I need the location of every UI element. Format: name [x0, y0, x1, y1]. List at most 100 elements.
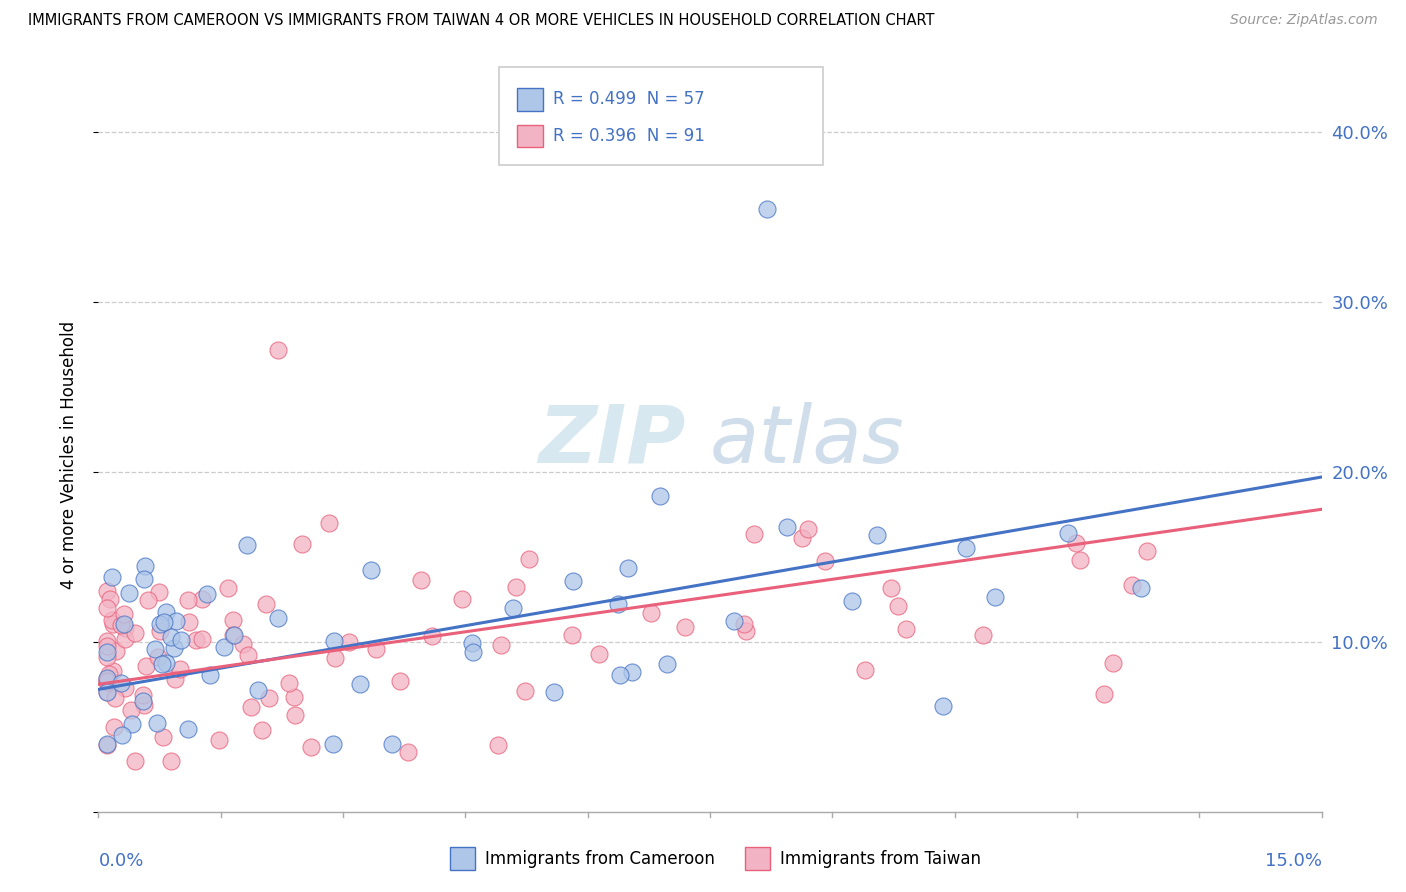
Point — [120, 702, 142, 716]
Point — [98, 592, 121, 607]
Point — [235, 538, 257, 552]
Point — [984, 590, 1007, 604]
Point — [224, 628, 246, 642]
Point — [322, 737, 344, 751]
Text: Immigrants from Taiwan: Immigrants from Taiwan — [780, 849, 981, 868]
Point — [502, 600, 524, 615]
Point — [96, 584, 118, 599]
Point — [291, 537, 314, 551]
Point — [198, 667, 221, 681]
Point — [1064, 536, 1087, 550]
Point — [1121, 578, 1143, 592]
Point — [1102, 657, 1125, 671]
Point — [648, 489, 671, 503]
Point — [381, 737, 404, 751]
Point — [640, 606, 662, 620]
Point — [165, 614, 187, 628]
Point — [609, 668, 631, 682]
Text: Source: ZipAtlas.com: Source: ZipAtlas.com — [1230, 13, 1378, 28]
Point — [121, 717, 143, 731]
Point — [360, 563, 382, 577]
Point — [621, 665, 644, 679]
Point — [513, 683, 536, 698]
Point — [267, 611, 290, 625]
Point — [606, 597, 628, 611]
Point — [257, 691, 280, 706]
Point — [388, 673, 411, 688]
Point — [735, 624, 758, 639]
Point — [486, 738, 509, 752]
Point — [112, 607, 135, 622]
Point — [177, 722, 200, 736]
Point — [217, 581, 239, 595]
Point — [153, 615, 176, 629]
Point — [420, 628, 443, 642]
Point — [114, 681, 136, 696]
Point — [110, 617, 132, 632]
Point — [451, 592, 474, 607]
Text: 0.0%: 0.0% — [98, 852, 143, 870]
Y-axis label: 4 or more Vehicles in Household: 4 or more Vehicles in Household — [59, 321, 77, 589]
Point — [96, 675, 118, 690]
Point — [105, 644, 128, 658]
Point — [222, 628, 245, 642]
Point — [887, 599, 910, 613]
Point — [461, 645, 484, 659]
Point — [972, 628, 994, 642]
Point — [124, 754, 146, 768]
Point — [252, 723, 274, 738]
Point — [112, 616, 135, 631]
Point — [111, 728, 134, 742]
Point — [1069, 552, 1091, 566]
Point — [149, 616, 172, 631]
Point — [165, 673, 187, 687]
Point — [176, 593, 198, 607]
Point — [616, 560, 638, 574]
Point — [841, 594, 863, 608]
Point — [853, 664, 876, 678]
Point — [96, 685, 118, 699]
Point — [135, 658, 157, 673]
Point — [325, 650, 347, 665]
Point — [118, 585, 141, 599]
Point — [114, 621, 136, 635]
Point — [409, 573, 432, 587]
Point — [96, 601, 118, 615]
Point — [184, 633, 207, 648]
Point — [96, 672, 118, 686]
Point — [155, 656, 177, 670]
Point — [1136, 544, 1159, 558]
Point — [879, 581, 901, 595]
Point — [776, 519, 799, 533]
Point — [148, 650, 170, 665]
Point — [813, 553, 835, 567]
Point — [866, 527, 889, 541]
Point — [114, 632, 136, 647]
Point — [655, 657, 678, 672]
Point — [104, 691, 127, 706]
Point — [101, 570, 124, 584]
Point — [461, 636, 484, 650]
Text: ZIP: ZIP — [538, 401, 686, 480]
Point — [103, 720, 125, 734]
Point — [149, 624, 172, 638]
Point — [96, 738, 118, 752]
Point — [96, 685, 118, 699]
Point — [152, 731, 174, 745]
Point — [790, 531, 813, 545]
Point — [931, 698, 953, 713]
Point — [517, 552, 540, 566]
Point — [797, 522, 820, 536]
Point — [160, 754, 183, 768]
Point — [100, 613, 122, 627]
Point — [299, 739, 322, 754]
Point — [366, 641, 388, 656]
Point — [322, 634, 344, 648]
Point — [756, 202, 779, 216]
Text: R = 0.499  N = 57: R = 0.499 N = 57 — [553, 90, 704, 109]
Text: 15.0%: 15.0% — [1264, 852, 1322, 870]
Point — [239, 700, 262, 714]
Point — [124, 626, 146, 640]
Point — [163, 641, 186, 656]
Point — [150, 657, 173, 672]
